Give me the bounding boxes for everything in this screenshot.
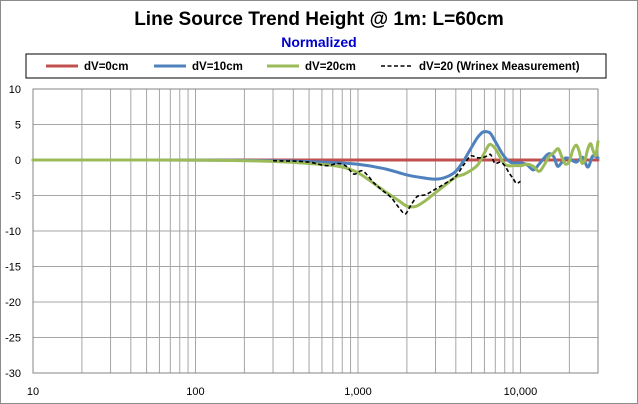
grid-layer <box>32 88 599 374</box>
y-tick-label: -15 <box>5 262 21 274</box>
x-tick-label: 10 <box>27 386 39 398</box>
plot-area-border <box>32 88 599 374</box>
legend-label-3: dV=20cm <box>305 61 356 73</box>
axis-layer: 10 5 0 -5 -10 -15 -20 -25 -30 10 100 1,000 10,000 <box>5 84 599 398</box>
y-tick-label: -5 <box>11 191 21 203</box>
chart-subtitle: Normalized <box>281 34 357 50</box>
legend-label-2: dV=10cm <box>192 61 243 73</box>
y-tick-label: 5 <box>15 120 21 132</box>
legend: dV=0cm dV=10cm dV=20cm dV=20 (Wrinex Measur… <box>46 61 580 73</box>
legend-label-4: dV=20 (Wrinex Measurement) <box>419 61 580 73</box>
legend-label-1: dV=0cm <box>84 61 128 73</box>
x-tick-label: 1,000 <box>344 386 372 398</box>
y-tick-label: -20 <box>5 297 21 309</box>
series-layer <box>31 130 600 215</box>
chart-title: Line Source Trend Height @ 1m: L=60cm <box>134 9 504 30</box>
series-line-2 <box>31 130 600 181</box>
x-tick-label: 10,000 <box>504 386 538 398</box>
legend-box <box>25 53 607 79</box>
y-tick-label: -30 <box>5 368 21 380</box>
y-tick-label: -10 <box>5 226 21 238</box>
series-line-4 <box>272 153 521 215</box>
y-tick-label: -25 <box>5 333 21 345</box>
x-tick-label: 100 <box>186 386 204 398</box>
y-tick-label: 10 <box>9 84 21 96</box>
y-tick-label: 0 <box>15 155 21 167</box>
